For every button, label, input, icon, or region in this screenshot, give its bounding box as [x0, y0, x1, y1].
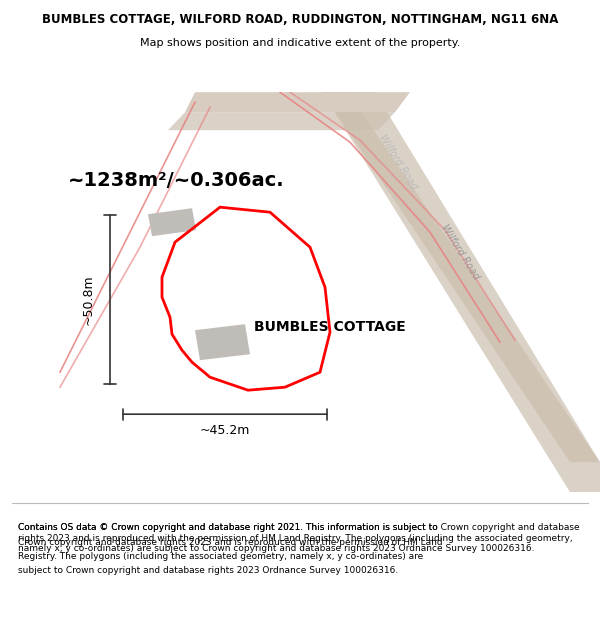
- Text: BUMBLES COTTAGE, WILFORD ROAD, RUDDINGTON, NOTTINGHAM, NG11 6NA: BUMBLES COTTAGE, WILFORD ROAD, RUDDINGTO…: [42, 12, 558, 26]
- Polygon shape: [168, 112, 395, 130]
- Polygon shape: [185, 92, 410, 112]
- Polygon shape: [148, 208, 196, 236]
- Text: Wilford Road: Wilford Road: [377, 133, 419, 191]
- Text: ~1238m²/~0.306ac.: ~1238m²/~0.306ac.: [68, 171, 284, 190]
- Text: ~45.2m: ~45.2m: [200, 424, 250, 437]
- Polygon shape: [322, 92, 600, 492]
- Text: ~50.8m: ~50.8m: [82, 275, 95, 326]
- Polygon shape: [195, 324, 250, 360]
- Text: Contains OS data © Crown copyright and database right 2021. This information is : Contains OS data © Crown copyright and d…: [18, 524, 580, 553]
- Text: Map shows position and indicative extent of the property.: Map shows position and indicative extent…: [140, 38, 460, 48]
- Text: Registry. The polygons (including the associated geometry, namely x, y co-ordina: Registry. The polygons (including the as…: [18, 552, 423, 561]
- Text: subject to Crown copyright and database rights 2023 Ordnance Survey 100026316.: subject to Crown copyright and database …: [18, 566, 398, 575]
- Text: BUMBLES COTTAGE: BUMBLES COTTAGE: [254, 320, 406, 334]
- Text: Contains OS data © Crown copyright and database right 2021. This information is : Contains OS data © Crown copyright and d…: [18, 524, 438, 532]
- Text: Crown copyright and database rights 2023 and is reproduced with the permission o: Crown copyright and database rights 2023…: [18, 538, 443, 547]
- Text: Wilford Road: Wilford Road: [439, 223, 481, 281]
- Polygon shape: [322, 92, 600, 462]
